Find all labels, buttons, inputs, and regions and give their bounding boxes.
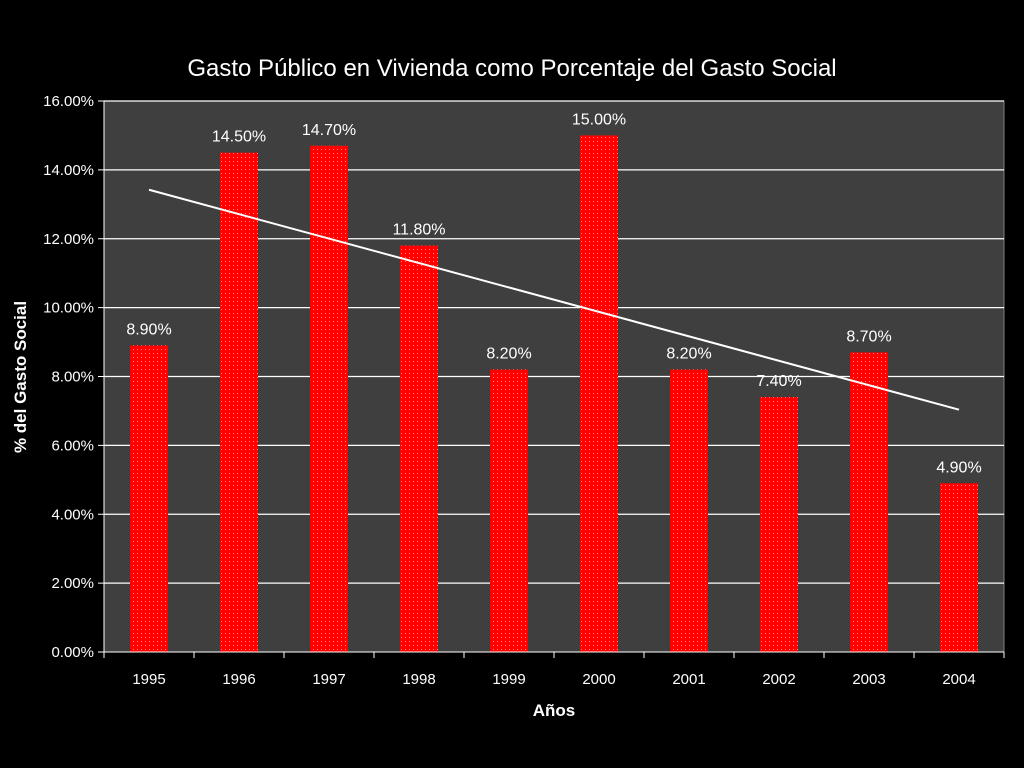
bar-2002 [760, 397, 798, 652]
y-tick-label: 12.00% [43, 231, 94, 248]
y-tick-label: 14.00% [43, 162, 94, 179]
y-tick-label: 8.00% [51, 369, 94, 386]
x-tick-label: 2002 [762, 671, 795, 688]
chart-title: Gasto Público en Vivienda como Porcentaj… [187, 55, 836, 82]
x-axis-title: Años [533, 701, 576, 720]
y-tick-label: 2.00% [51, 575, 94, 592]
data-label-1999: 8.20% [486, 346, 531, 363]
bar-1996 [220, 152, 258, 652]
bar-2004 [940, 483, 978, 652]
y-tick-label: 6.00% [51, 437, 94, 454]
x-tick-label: 2003 [852, 671, 885, 688]
x-tick-label: 1997 [312, 671, 345, 688]
y-tick-label: 0.00% [51, 644, 94, 661]
bar-2000 [580, 135, 618, 652]
x-tick-label: 1999 [492, 671, 525, 688]
x-tick-label: 2000 [582, 671, 615, 688]
y-tick-label: 4.00% [51, 506, 94, 523]
y-tick-label: 16.00% [43, 93, 94, 110]
bar-1999 [490, 369, 528, 652]
trendline [148, 188, 960, 411]
data-label-2000: 15.00% [572, 111, 626, 128]
x-tick-label: 2004 [942, 671, 975, 688]
data-label-2002: 7.40% [756, 373, 801, 390]
bar-1998 [400, 245, 438, 652]
x-tick-label: 1995 [132, 671, 165, 688]
bar-2001 [670, 369, 708, 652]
y-tick-label: 10.00% [43, 300, 94, 317]
bar-1995 [130, 345, 168, 652]
data-label-2004: 4.90% [936, 459, 981, 476]
data-label-2001: 8.20% [666, 346, 711, 363]
data-label-2003: 8.70% [846, 328, 891, 345]
bar-2003 [850, 352, 888, 652]
bar-1997 [310, 145, 348, 653]
x-tick-label: 1998 [402, 671, 435, 688]
data-label-1997: 14.70% [302, 122, 356, 139]
data-label-1995: 8.90% [126, 322, 171, 339]
data-label-1998: 11.80% [392, 222, 445, 239]
data-label-1996: 14.50% [212, 129, 266, 146]
x-tick-label: 1996 [222, 671, 255, 688]
x-tick-label: 2001 [672, 671, 705, 688]
y-axis-title: % del Gasto Social [11, 301, 30, 453]
